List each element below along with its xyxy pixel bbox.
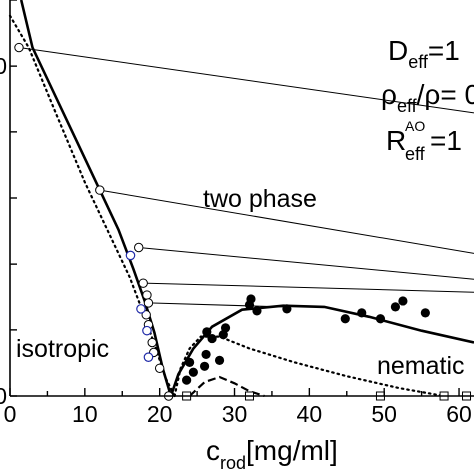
x-tick-label: 40: [297, 401, 323, 427]
nematic-data-point: [252, 306, 262, 316]
lines-layer: [8, 0, 474, 398]
nematic-data-point: [282, 304, 292, 314]
tie-line: [99, 189, 474, 254]
x-axis-label-unit: [mg/ml]: [246, 435, 338, 466]
tie-line: [148, 302, 284, 308]
svg-text:Deff=1: Deff=1: [388, 35, 460, 72]
tie-line: [138, 247, 474, 280]
nematic-data-point: [340, 314, 350, 324]
x-tick-label: 10: [72, 401, 98, 427]
nematic-data-point: [207, 333, 217, 344]
param-r-value: =1: [430, 125, 462, 156]
x-axis-label-main: c: [206, 435, 220, 466]
isotropic-data-point: [143, 298, 154, 308]
nematic-data-point: [188, 367, 198, 377]
nematic-data-point: [185, 357, 195, 367]
parameter-d-eff: Deff=1: [388, 35, 460, 72]
nematic-data-point: [220, 323, 231, 333]
isotropic-data-point: [95, 185, 105, 195]
isotropic-data-point: [154, 363, 165, 373]
parameter-r-eff: R AO eff =1: [386, 118, 462, 164]
param-d-value: =1: [428, 35, 460, 66]
x-tick-label: 30: [222, 401, 248, 427]
tie-line: [143, 282, 474, 293]
solid-isotropic-boundary: [19, 0, 173, 397]
isotropic-data-point: [141, 310, 151, 320]
nematic-data-point: [246, 294, 256, 304]
y-tick-label: 0: [0, 383, 7, 409]
isotropic-data-point: [138, 278, 148, 288]
dotted-nematic-boundary: [173, 335, 446, 398]
svg-text:ρeff/ρ= 0: ρeff/ρ= 0: [381, 79, 474, 116]
param-rho-subscript: eff: [397, 96, 418, 116]
region-label-isotropic: isotropic: [16, 335, 109, 363]
param-r-symbol: R: [386, 125, 406, 156]
param-r-superscript: AO: [405, 118, 425, 134]
region-label-two-phase: two phase: [203, 185, 317, 213]
solid-nematic-boundary: [169, 304, 474, 397]
isotropic-data-point-blue: [142, 325, 152, 336]
tie-line: [18, 47, 474, 114]
x-tick-label: 60: [446, 401, 472, 427]
nematic-data-point: [199, 361, 210, 371]
region-label-nematic: nematic: [377, 352, 465, 380]
nematic-data-point: [214, 355, 225, 365]
param-d-subscript: eff: [408, 52, 429, 72]
nematic-data-point: [420, 308, 430, 318]
nematic-data-point: [357, 308, 367, 318]
param-rho-value: = 0: [440, 79, 474, 110]
isotropic-data-point-blue: [143, 352, 154, 362]
x-tick-label: 20: [147, 401, 173, 427]
y-tick-label: 0: [0, 53, 7, 79]
isotropic-data-point-blue: [136, 304, 146, 314]
param-rho-denominator: /ρ: [417, 79, 441, 110]
x-axis-label: crod[mg/ml]: [206, 435, 338, 473]
param-d-symbol: D: [388, 35, 408, 66]
isotropic-data-point: [134, 242, 144, 253]
isotropic-data-point: [147, 337, 157, 348]
nematic-data-point: [201, 349, 211, 360]
nematic-data-point: [182, 375, 192, 385]
nematic-data-point: [202, 327, 212, 337]
nematic-data-point: [390, 302, 401, 312]
nematic-data-point: [375, 314, 386, 324]
param-rho-symbol: ρ: [381, 79, 397, 110]
x-axis-label-subscript: rod: [220, 453, 246, 473]
isotropic-data-point-blue: [125, 250, 136, 261]
isotropic-data-point: [14, 42, 24, 53]
nematic-data-point: [398, 296, 408, 306]
param-r-subscript: eff: [405, 144, 426, 164]
x-tick-label: 0: [4, 401, 17, 427]
x-tick-label: 50: [371, 401, 397, 427]
isotropic-data-point: [142, 290, 152, 300]
parameter-rho-ratio: ρeff/ρ= 0: [381, 79, 474, 116]
svg-text:crod[mg/ml]: crod[mg/ml]: [206, 435, 338, 473]
